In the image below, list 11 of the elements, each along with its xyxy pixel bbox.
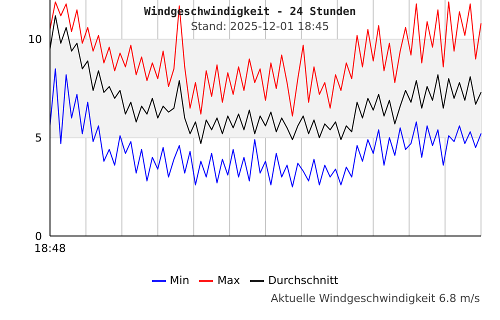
y-tick-label: 5 (35, 132, 42, 145)
x-tick-label: 18:48 (34, 242, 66, 255)
legend-label: Min (170, 274, 190, 288)
legend-label: Durchschnitt (268, 274, 338, 288)
legend-label: Max (217, 274, 240, 288)
line-series (50, 1, 482, 117)
text: Stand: 2025-12-01 18:45 (190, 20, 330, 33)
y-tick-label: 10 (28, 33, 42, 46)
line-series (50, 68, 482, 188)
text: Aktuelle Windgeschwindigkeit 6.8 m/s (270, 292, 480, 305)
y-tick-label: 0 (35, 230, 42, 243)
